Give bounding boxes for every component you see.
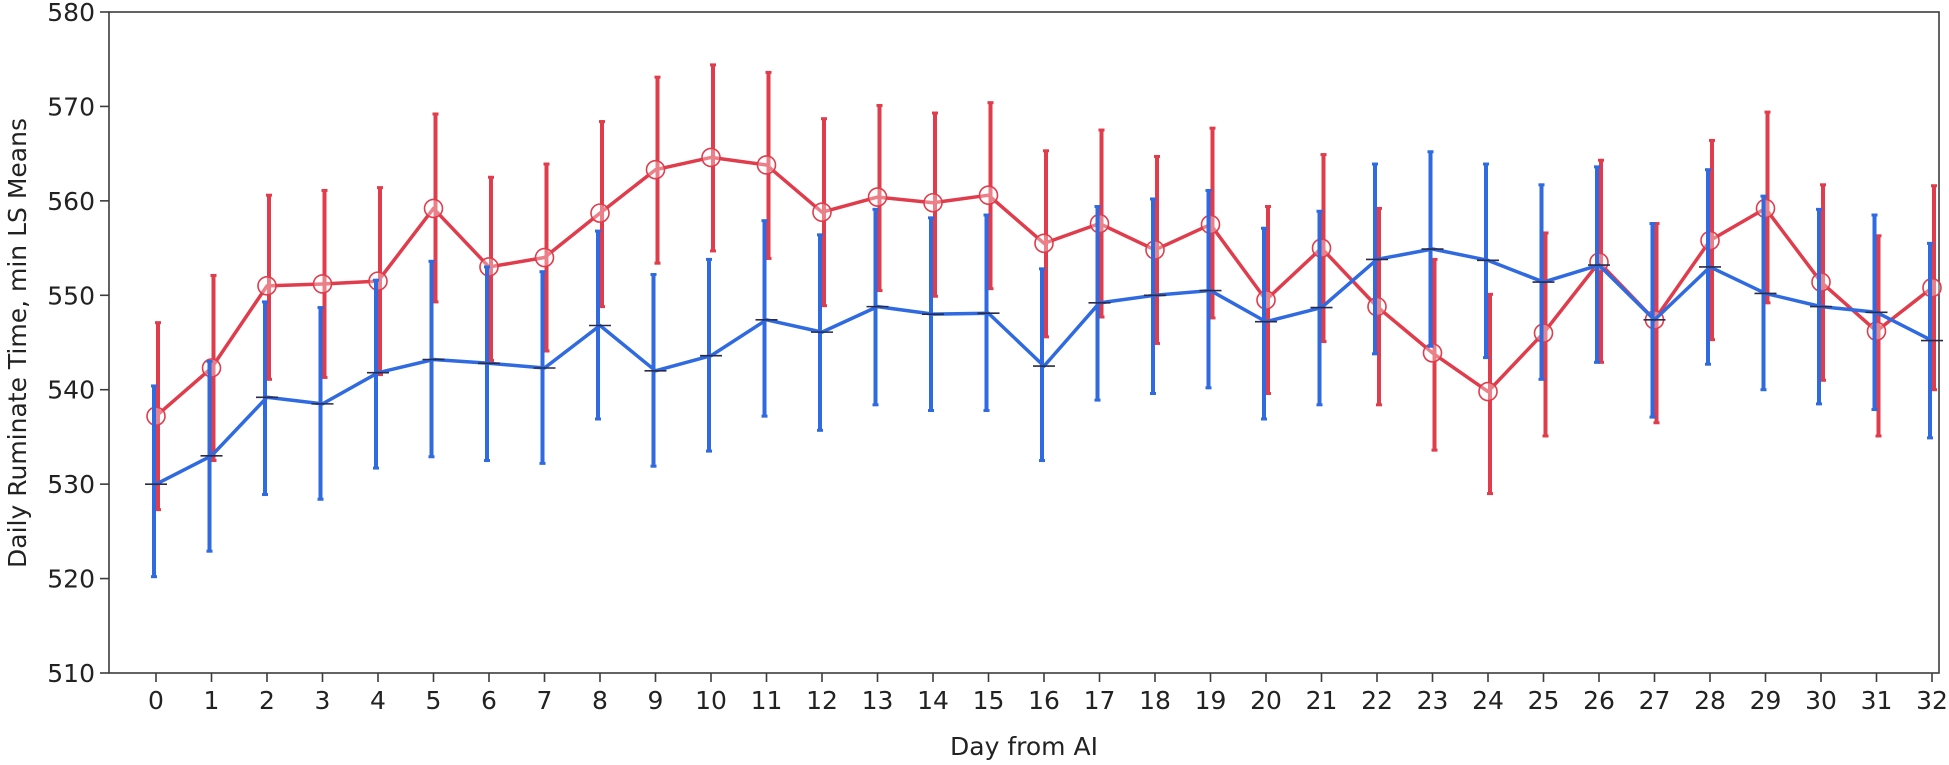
x-tick-label: 20 [1250, 686, 1282, 715]
series-layer [145, 63, 1943, 579]
data-point [534, 247, 555, 268]
x-tick-label: 22 [1361, 686, 1393, 715]
data-point [312, 274, 333, 294]
x-tick-label: 2 [259, 686, 275, 715]
data-point [701, 147, 721, 168]
y-tick-label: 530 [47, 470, 95, 499]
x-tick-label: 15 [973, 686, 1005, 715]
y-tick-label: 540 [47, 376, 95, 405]
x-tick-label: 30 [1805, 686, 1837, 715]
data-point [867, 187, 888, 207]
y-tick-label: 520 [47, 565, 95, 594]
x-tick-label: 7 [537, 686, 553, 715]
x-tick-label: 31 [1861, 686, 1893, 715]
y-tick-label: 550 [47, 281, 95, 310]
x-tick-label: 10 [695, 686, 727, 715]
x-tick-label: 32 [1916, 686, 1948, 715]
x-tick-label: 6 [481, 686, 497, 715]
x-tick-label: 25 [1528, 686, 1560, 715]
x-tick-label: 24 [1472, 686, 1504, 715]
y-tick-label: 560 [47, 187, 95, 216]
x-axis-title: Day from AI [950, 732, 1098, 761]
y-axis-title: Daily Ruminate Time, min LS Means [3, 118, 32, 568]
x-tick-label: 19 [1195, 686, 1227, 715]
x-tick-label: 9 [648, 686, 664, 715]
data-point [423, 198, 444, 219]
x-tick-label: 5 [426, 686, 442, 715]
x-tick-label: 8 [592, 686, 608, 715]
x-tick-label: 4 [370, 686, 386, 715]
data-point [1478, 381, 1498, 402]
y-tick-label: 510 [47, 659, 95, 688]
data-point [923, 192, 943, 213]
x-tick-label: 21 [1306, 686, 1338, 715]
series-2 [145, 150, 1943, 579]
data-point [645, 159, 666, 180]
x-tick-label: 29 [1750, 686, 1782, 715]
data-point [812, 202, 832, 222]
x-tick-label: 27 [1639, 686, 1671, 715]
y-tick-label: 570 [47, 92, 95, 121]
x-tick-label: 17 [1084, 686, 1116, 715]
data-point [756, 155, 777, 175]
x-tick-label: 13 [862, 686, 894, 715]
y-axis: 510 520 530 540 550 560 570 580 [47, 0, 109, 688]
x-tick-label: 12 [806, 686, 838, 715]
data-point [1034, 233, 1054, 254]
data-point [590, 203, 610, 223]
x-tick-label: 0 [148, 686, 164, 715]
data-point [978, 185, 999, 205]
x-tick-label: 18 [1139, 686, 1171, 715]
x-tick-label: 1 [204, 686, 220, 715]
x-tick-label: 11 [751, 686, 783, 715]
x-axis: 0 1 2 3 4 5 6 7 8 9 10 11 12 13 14 15 16 17 18 19 20 21 22 23 24… [148, 673, 1948, 715]
x-tick-label: 28 [1694, 686, 1726, 715]
x-tick-label: 26 [1583, 686, 1615, 715]
x-tick-label: 14 [917, 686, 949, 715]
x-tick-label: 23 [1417, 686, 1449, 715]
x-tick-label: 16 [1028, 686, 1060, 715]
y-tick-label: 580 [47, 0, 95, 27]
data-point [257, 276, 277, 296]
x-tick-label: 3 [315, 686, 331, 715]
plot-area-frame [108, 11, 1940, 674]
